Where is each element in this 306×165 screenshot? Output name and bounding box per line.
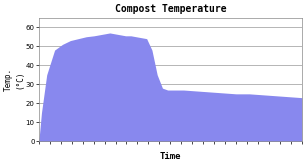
X-axis label: Time: Time bbox=[159, 152, 181, 161]
Y-axis label: Temp.
(°C): Temp. (°C) bbox=[4, 68, 24, 91]
Title: Compost Temperature: Compost Temperature bbox=[114, 4, 226, 14]
